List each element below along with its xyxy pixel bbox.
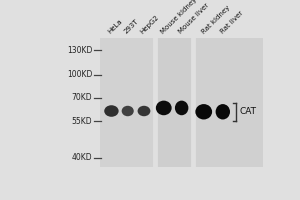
- Ellipse shape: [175, 101, 188, 115]
- Text: 293T: 293T: [123, 18, 140, 35]
- Ellipse shape: [138, 106, 150, 116]
- Text: HepG2: HepG2: [139, 14, 160, 35]
- Text: CAT: CAT: [240, 107, 257, 116]
- Text: Rat kidney: Rat kidney: [201, 4, 231, 35]
- Text: Rat liver: Rat liver: [219, 10, 244, 35]
- Ellipse shape: [156, 101, 172, 115]
- Text: 55KD: 55KD: [71, 117, 92, 126]
- Ellipse shape: [104, 105, 118, 117]
- Bar: [100, 38, 155, 167]
- Ellipse shape: [122, 106, 134, 116]
- Text: Mouse kidney: Mouse kidney: [160, 0, 198, 35]
- Text: Mouse liver: Mouse liver: [177, 2, 210, 35]
- Text: 40KD: 40KD: [71, 153, 92, 162]
- Text: 100KD: 100KD: [67, 70, 92, 79]
- Text: HeLa: HeLa: [106, 18, 123, 35]
- Text: 130KD: 130KD: [67, 46, 92, 55]
- Ellipse shape: [216, 104, 230, 119]
- Ellipse shape: [195, 104, 212, 119]
- Text: 70KD: 70KD: [71, 93, 92, 102]
- Bar: [193, 38, 263, 167]
- Bar: [155, 38, 193, 167]
